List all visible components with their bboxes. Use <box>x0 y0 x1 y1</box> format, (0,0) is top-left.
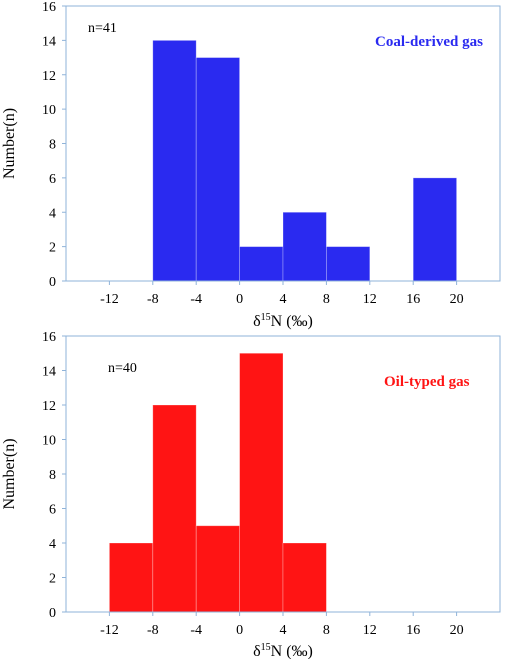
x-tick-label: -4 <box>190 292 202 307</box>
histogram-bar <box>239 246 284 282</box>
x-tick-label: 4 <box>280 292 287 307</box>
histogram-bar <box>325 246 371 282</box>
histogram-bar <box>239 352 284 613</box>
histogram-bar <box>109 542 154 613</box>
y-tick-label: 16 <box>42 330 56 345</box>
y-tick-label: 4 <box>49 537 56 552</box>
x-tick-label: -4 <box>190 623 202 638</box>
y-tick-label: 0 <box>49 606 56 621</box>
x-tick-label: -8 <box>147 623 159 638</box>
y-tick-label: 14 <box>42 365 56 380</box>
histogram-bar <box>282 211 327 282</box>
y-tick-label: 16 <box>42 0 56 15</box>
histogram-bar <box>195 525 240 613</box>
x-axis-title: δ15N (‰) <box>253 312 313 330</box>
x-tick-label: 12 <box>363 623 377 638</box>
histogram-bar <box>282 542 327 613</box>
sample-count-label: n=41 <box>88 21 117 36</box>
x-tick-label: 8 <box>323 623 330 638</box>
x-tick-label: 0 <box>236 623 243 638</box>
y-tick-label: 8 <box>49 138 56 153</box>
y-tick-label: 10 <box>42 434 56 449</box>
y-tick-label: 12 <box>42 399 56 414</box>
histogram-bar <box>412 177 458 282</box>
x-tick-label: 8 <box>323 292 330 307</box>
x-tick-label: 20 <box>450 623 464 638</box>
y-tick-label: 10 <box>42 103 56 118</box>
x-tick-label: 16 <box>406 623 420 638</box>
x-tick-label: 16 <box>406 292 420 307</box>
oil-typed-gas-panel: 0 2 4 6 8 10 12 14 16 -12 -8 -4 0 4 8 12 16 20 Number(n) δ1… <box>1 330 501 659</box>
y-tick-label: 4 <box>49 206 56 221</box>
x-axis-title-rest: N (‰) <box>271 313 313 330</box>
histogram-bar <box>195 57 240 282</box>
y-tick-label: 12 <box>42 69 56 84</box>
series-label: Oil-typed gas <box>384 374 470 390</box>
x-tick-label: 20 <box>450 292 464 307</box>
y-tick-label: 6 <box>49 503 56 518</box>
x-tick-label: 12 <box>363 292 377 307</box>
y-tick-label: 2 <box>49 241 56 256</box>
x-tick-label: -12 <box>100 623 119 638</box>
x-axis-title-symbol: δ <box>253 313 261 330</box>
sample-count-label: n=40 <box>108 361 137 376</box>
histogram-bar <box>152 404 197 613</box>
y-axis-title: Number(n) <box>1 438 18 509</box>
x-tick-label: 0 <box>236 292 243 307</box>
y-tick-label: 6 <box>49 172 56 187</box>
x-axis-title-symbol: δ <box>253 643 261 659</box>
series-label: Coal-derived gas <box>375 34 483 50</box>
x-tick-label: 4 <box>280 623 287 638</box>
x-tick-label: -8 <box>147 292 159 307</box>
y-axis-title: Number(n) <box>1 108 18 179</box>
coal-derived-gas-panel: 0 2 4 6 8 10 12 14 16 -12 -8 -4 0 4 8 12 16 20 Number(n) δ1… <box>1 0 501 330</box>
y-tick-label: 14 <box>42 34 56 49</box>
histogram-bar <box>152 39 197 282</box>
x-tick-label: -12 <box>100 292 119 307</box>
x-axis-title-rest: N (‰) <box>271 643 313 659</box>
x-axis-title-superscript: 15 <box>261 312 271 323</box>
y-tick-label: 2 <box>49 572 56 587</box>
y-tick-label: 8 <box>49 468 56 483</box>
x-axis-title-superscript: 15 <box>261 642 271 653</box>
x-axis-title: δ15N (‰) <box>253 642 313 659</box>
y-tick-label: 0 <box>49 275 56 290</box>
